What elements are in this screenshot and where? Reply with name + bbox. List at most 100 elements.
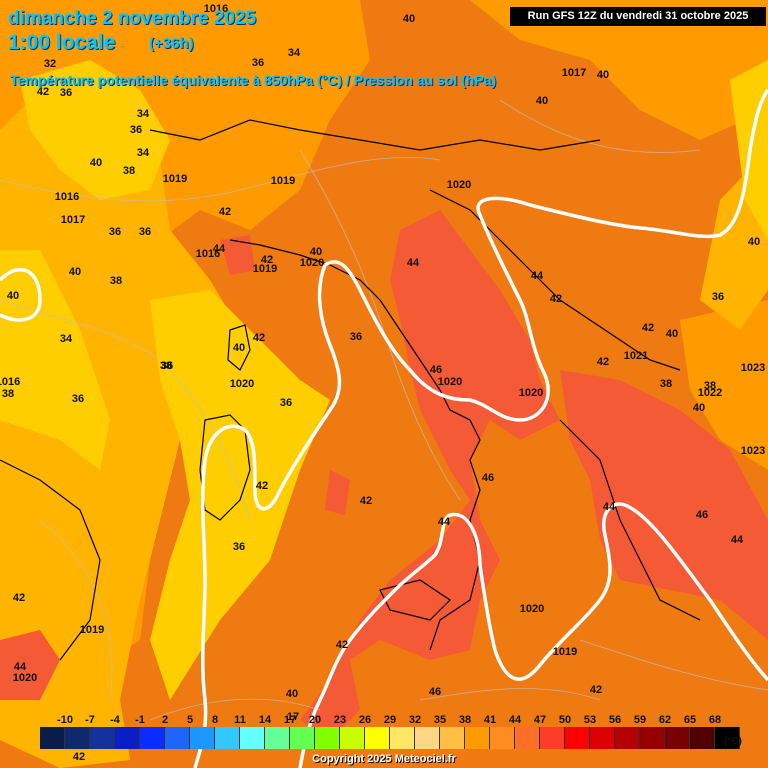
map-value-label: 42 <box>13 592 25 604</box>
map-value-label: 1019 <box>271 175 295 187</box>
map-value-label: 40 <box>403 13 415 25</box>
map-value-label: 1020 <box>13 672 37 684</box>
map-value-label: 1023 <box>741 445 765 457</box>
legend-tick: 38 <box>458 714 472 726</box>
legend-swatch <box>415 727 440 749</box>
run-info: Run GFS 12Z du vendredi 31 octobre 2025 <box>510 7 766 26</box>
field-38-west <box>0 90 240 768</box>
map-value-label: 38 <box>123 165 135 177</box>
map-value-label: 17 <box>287 711 299 723</box>
map-value-label: 36 <box>72 393 84 405</box>
legend-swatch <box>440 727 465 749</box>
map-value-label: 36 <box>60 87 72 99</box>
legend-swatch <box>690 727 715 749</box>
field-41-ne <box>470 0 768 140</box>
map-value-label: 36 <box>139 226 151 238</box>
map-labels: 1016 40 32 36 34 36 42 40 1017 40 34 36 34 40 38 1019 10… <box>0 3 765 763</box>
field-47-italy <box>300 210 560 740</box>
map-value-label: 46 <box>696 509 708 521</box>
map-value-label: 36 <box>109 226 121 238</box>
legend-tick: -4 <box>110 714 120 726</box>
map-value-label: 44 <box>407 257 420 269</box>
map-value-label: 44 <box>603 501 616 513</box>
map-value-label: 40 <box>536 95 548 107</box>
map-value-label: 1020 <box>520 603 544 615</box>
legend-swatch <box>490 727 515 749</box>
legend-tick: 41 <box>483 714 497 726</box>
map-value-label: 40 <box>666 328 678 340</box>
field-36-north <box>20 60 170 200</box>
lead-time: (+36h) <box>149 35 194 52</box>
legend-tick: 5 <box>186 714 194 726</box>
map-value-label: 1020 <box>438 376 462 388</box>
legend-swatch <box>165 727 190 749</box>
legend-tick: 23 <box>333 714 347 726</box>
legend-swatch <box>615 727 640 749</box>
map-value-label: 42 <box>360 495 372 507</box>
map-value-label: 38 <box>2 388 14 400</box>
map-value-label: 38 <box>704 380 716 392</box>
map-value-label: 34 <box>137 147 150 159</box>
legend-swatch <box>265 727 290 749</box>
legend-tick: 11 <box>234 714 246 726</box>
map-value-label: 40 <box>286 688 298 700</box>
legend-swatch <box>665 727 690 749</box>
legend-tick: -7 <box>85 714 95 726</box>
legend-swatch <box>515 727 540 749</box>
legend-tick: 20 <box>308 714 322 726</box>
map-value-label: 1019 <box>253 263 277 275</box>
map-value-label: 34 <box>288 47 301 59</box>
field-47-corsica <box>220 235 255 275</box>
legend-tick: 65 <box>683 714 697 726</box>
map-value-label: 42 <box>550 293 562 305</box>
legend-tick: 53 <box>583 714 597 726</box>
legend-tick: 2 <box>161 714 169 726</box>
legend-tick: 44 <box>508 714 522 726</box>
legend-swatch <box>390 727 415 749</box>
legend-tick: 17 <box>283 714 297 726</box>
map-value-label: 42 <box>642 322 654 334</box>
map-value-label: 42 <box>590 684 602 696</box>
forecast-date: dimanche 2 novembre 2025 <box>8 8 257 29</box>
legend-swatch <box>640 727 665 749</box>
map-value-label: 42 <box>261 254 273 266</box>
map-value-label: 1020 <box>300 257 324 269</box>
map-value-label: 42 <box>37 86 49 98</box>
map-value-label: 42 <box>253 332 265 344</box>
copyright: Copyright 2025 Meteociel.fr <box>312 753 456 765</box>
field-41-east <box>680 300 768 470</box>
map-value-label: 42 <box>336 639 348 651</box>
map-value-label: 38 <box>110 275 122 287</box>
isobars <box>0 88 768 768</box>
map-value-label: 1016 <box>204 3 228 15</box>
field-47-south <box>325 470 350 515</box>
legend-tick: 14 <box>258 714 272 726</box>
map-value-label: 40 <box>233 342 245 354</box>
legend-swatch <box>465 727 490 749</box>
map-value-label: 1019 <box>163 173 187 185</box>
map-subtitle: Température potentielle équivalente à 85… <box>10 72 497 88</box>
map-value-label: 46 <box>430 364 442 376</box>
legend-tick: 8 <box>211 714 219 726</box>
local-time: 1:00 locale <box>8 31 116 54</box>
legend-tick: 59 <box>633 714 647 726</box>
map-value-label: 42 <box>597 356 609 368</box>
map-value-label: 36 <box>161 360 173 372</box>
field-36-west <box>0 250 110 470</box>
legend-tick: 35 <box>433 714 447 726</box>
field-47-sw <box>0 630 60 700</box>
legend-swatch <box>715 727 740 749</box>
map-value-label: 36 <box>712 291 724 303</box>
map-value-label: 40 <box>90 157 102 169</box>
map-value-label: 36 <box>350 331 362 343</box>
legend-tick: 29 <box>383 714 397 726</box>
field-47-balkan <box>560 370 768 640</box>
legend-swatch <box>40 727 65 749</box>
temperature-contours <box>0 99 768 721</box>
map-value-label: 1016 <box>196 248 220 260</box>
map-value-label: 44 <box>731 534 744 546</box>
legend-swatch <box>590 727 615 749</box>
map-value-label: 46 <box>482 472 494 484</box>
map-value-label: 38 <box>660 378 672 390</box>
legend-tick: 50 <box>558 714 572 726</box>
